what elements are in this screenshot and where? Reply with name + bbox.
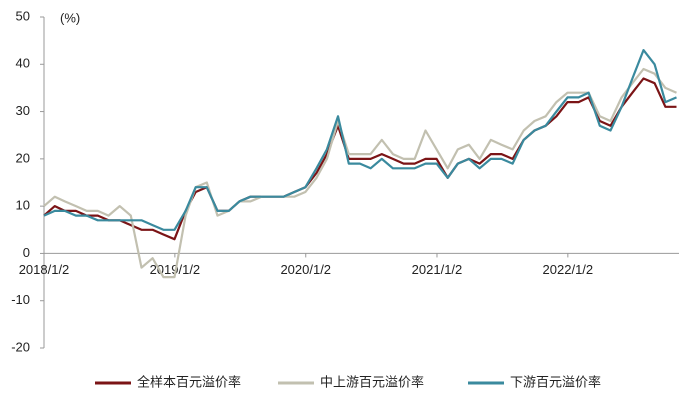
series-line: [43, 77, 677, 241]
y-tick-label: -10: [11, 292, 30, 307]
x-tick-label: 2022/1/2: [543, 262, 594, 277]
y-tick-label: 0: [23, 245, 30, 260]
y-tick-label: 20: [16, 150, 30, 165]
x-tick-label: 2021/1/2: [412, 262, 463, 277]
legend-label: 下游百元溢价率: [510, 374, 601, 389]
x-tick-label: 2018/1/2: [19, 262, 70, 277]
y-tick-label: 50: [16, 8, 30, 23]
y-unit-label: (%): [60, 10, 80, 25]
series-line: [43, 49, 677, 231]
y-tick-label: 40: [16, 56, 30, 71]
y-tick-label: -20: [11, 339, 30, 354]
y-tick-label: 30: [16, 103, 30, 118]
legend-label: 全样本百元溢价率: [137, 374, 241, 389]
legend-label: 中上游百元溢价率: [320, 374, 424, 389]
x-tick-label: 2020/1/2: [280, 262, 331, 277]
series-line: [43, 67, 677, 279]
y-tick-label: 10: [16, 198, 30, 213]
